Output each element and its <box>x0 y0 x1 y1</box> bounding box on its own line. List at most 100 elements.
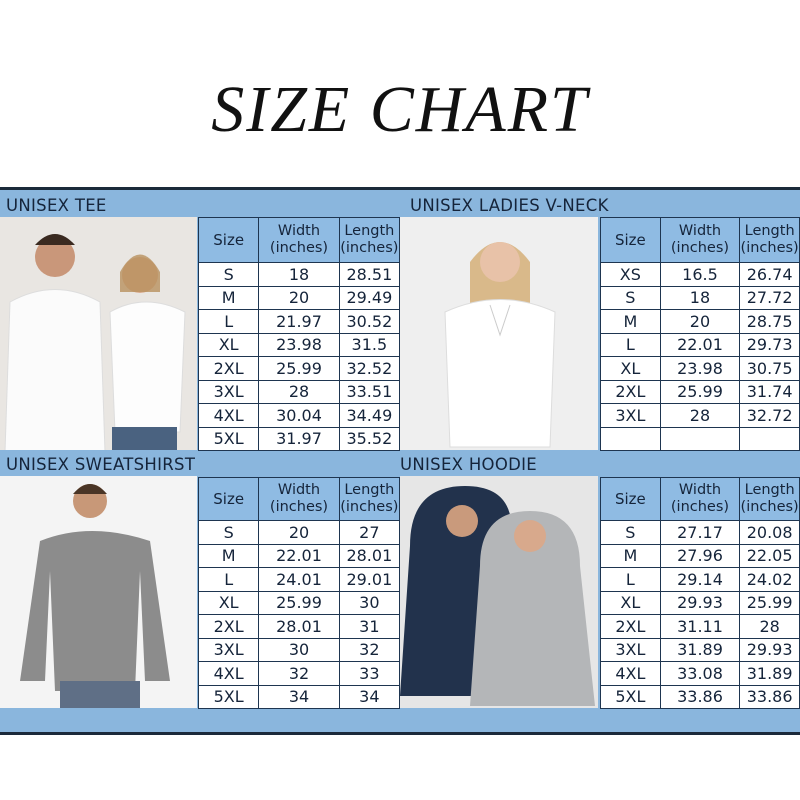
size-cell: 4XL <box>600 661 661 686</box>
size-cell: 4XL <box>197 661 260 686</box>
size-cell: 5XL <box>197 684 260 709</box>
table-row: 2XL 25.99 32.52 <box>197 356 401 381</box>
table-row: 4XL 33.08 31.89 <box>600 661 800 686</box>
width-cell: 31.11 <box>659 614 741 639</box>
table-row: 3XL 28 32.72 <box>600 403 800 428</box>
length-cell: 31 <box>338 614 401 639</box>
width-cell: 22.01 <box>659 332 741 357</box>
length-cell: 29.49 <box>338 285 401 310</box>
size-cell: S <box>197 520 260 545</box>
width-header-label: Width <box>678 223 722 239</box>
width-header-unit: (inches) <box>269 240 329 256</box>
table-row: L 24.01 29.01 <box>197 567 401 592</box>
size-cell: L <box>197 567 260 592</box>
size-cell: S <box>197 262 260 287</box>
length-header-unit: (inches) <box>740 499 799 515</box>
length-header-label: Length <box>344 223 395 239</box>
size-cell: XL <box>600 356 661 381</box>
size-cell: 2XL <box>197 614 260 639</box>
size-table-tee: Size Width (inches) Length (inches) S 18 28.51 M… <box>197 217 401 451</box>
length-cell: 35.52 <box>338 426 401 451</box>
width-cell: 20 <box>258 520 340 545</box>
length-cell: 33 <box>338 661 401 686</box>
table-row: L 21.97 30.52 <box>197 309 401 334</box>
width-cell: 27.96 <box>659 543 741 568</box>
table-header-row: Size Width (inches) Length (inches) <box>600 477 800 521</box>
length-header-label: Length <box>744 482 795 498</box>
length-cell: 27.72 <box>739 285 800 310</box>
table-row: M 20 29.49 <box>197 285 401 310</box>
table-row: 5XL 33.86 33.86 <box>600 684 800 709</box>
width-cell: 18 <box>659 285 741 310</box>
size-cell: 4XL <box>197 403 260 428</box>
width-header-label: Width <box>277 482 321 498</box>
width-header: Width (inches) <box>659 477 741 521</box>
length-cell: 31.5 <box>338 332 401 357</box>
width-cell: 30.04 <box>258 403 340 428</box>
width-cell <box>659 426 741 451</box>
width-cell: 32 <box>258 661 340 686</box>
size-cell: 5XL <box>600 684 661 709</box>
length-header-unit: (inches) <box>740 240 799 256</box>
size-cell: 3XL <box>197 379 260 404</box>
table-row: M 20 28.75 <box>600 309 800 334</box>
length-cell: 29.01 <box>338 567 401 592</box>
width-cell: 33.86 <box>659 684 741 709</box>
width-cell: 28.01 <box>258 614 340 639</box>
table-row: XL 23.98 31.5 <box>197 332 401 357</box>
table-row: M 27.96 22.05 <box>600 543 800 568</box>
vneck-model-photo <box>400 217 598 450</box>
size-cell: L <box>197 309 260 334</box>
table-header-row: Size Width (inches) Length (inches) <box>197 217 401 263</box>
size-header: Size <box>600 217 661 263</box>
size-cell: XL <box>197 590 260 615</box>
section-title-hoodie: UNISEX HOODIE <box>400 455 538 474</box>
width-cell: 25.99 <box>258 590 340 615</box>
page-title: SIZE CHART <box>211 73 589 146</box>
length-cell: 32.72 <box>739 403 800 428</box>
length-cell: 28.51 <box>338 262 401 287</box>
table-row: S 18 27.72 <box>600 285 800 310</box>
length-cell: 32 <box>338 637 401 662</box>
table-row: M 22.01 28.01 <box>197 543 401 568</box>
sweatshirt-model-photo <box>0 476 197 708</box>
width-cell: 21.97 <box>258 309 340 334</box>
length-cell: 22.05 <box>739 543 800 568</box>
length-cell: 24.02 <box>739 567 800 592</box>
length-cell: 20.08 <box>739 520 800 545</box>
width-header-unit: (inches) <box>269 499 329 515</box>
size-cell: S <box>600 520 661 545</box>
table-header-row: Size Width (inches) Length (inches) <box>197 477 401 521</box>
width-cell: 25.99 <box>258 356 340 381</box>
length-cell: 28.01 <box>338 543 401 568</box>
table-row: XL 29.93 25.99 <box>600 590 800 615</box>
width-cell: 27.17 <box>659 520 741 545</box>
width-cell: 24.01 <box>258 567 340 592</box>
width-cell: 29.14 <box>659 567 741 592</box>
width-cell: 31.97 <box>258 426 340 451</box>
table-row: 3XL 28 33.51 <box>197 379 401 404</box>
size-cell: 3XL <box>600 637 661 662</box>
size-cell <box>600 426 661 451</box>
table-row: L 29.14 24.02 <box>600 567 800 592</box>
width-cell: 31.89 <box>659 637 741 662</box>
width-header: Width (inches) <box>258 477 340 521</box>
table-row: 4XL 30.04 34.49 <box>197 403 401 428</box>
size-cell: L <box>600 332 661 357</box>
width-cell: 25.99 <box>659 379 741 404</box>
table-row: XL 23.98 30.75 <box>600 356 800 381</box>
length-cell: 29.93 <box>739 637 800 662</box>
table-row: 3XL 30 32 <box>197 637 401 662</box>
size-cell: 3XL <box>600 403 661 428</box>
size-table-sweatshirt: Size Width (inches) Length (inches) S 20 27 M 22.… <box>197 477 401 709</box>
size-cell: M <box>197 285 260 310</box>
section-title-vneck: UNISEX LADIES V-NECK <box>410 196 609 215</box>
width-cell: 22.01 <box>258 543 340 568</box>
table-row: S 20 27 <box>197 520 401 545</box>
length-cell: 25.99 <box>739 590 800 615</box>
section-title-tee: UNISEX TEE <box>6 196 107 215</box>
width-cell: 29.93 <box>659 590 741 615</box>
length-cell: 26.74 <box>739 262 800 287</box>
length-cell: 27 <box>338 520 401 545</box>
width-cell: 23.98 <box>258 332 340 357</box>
